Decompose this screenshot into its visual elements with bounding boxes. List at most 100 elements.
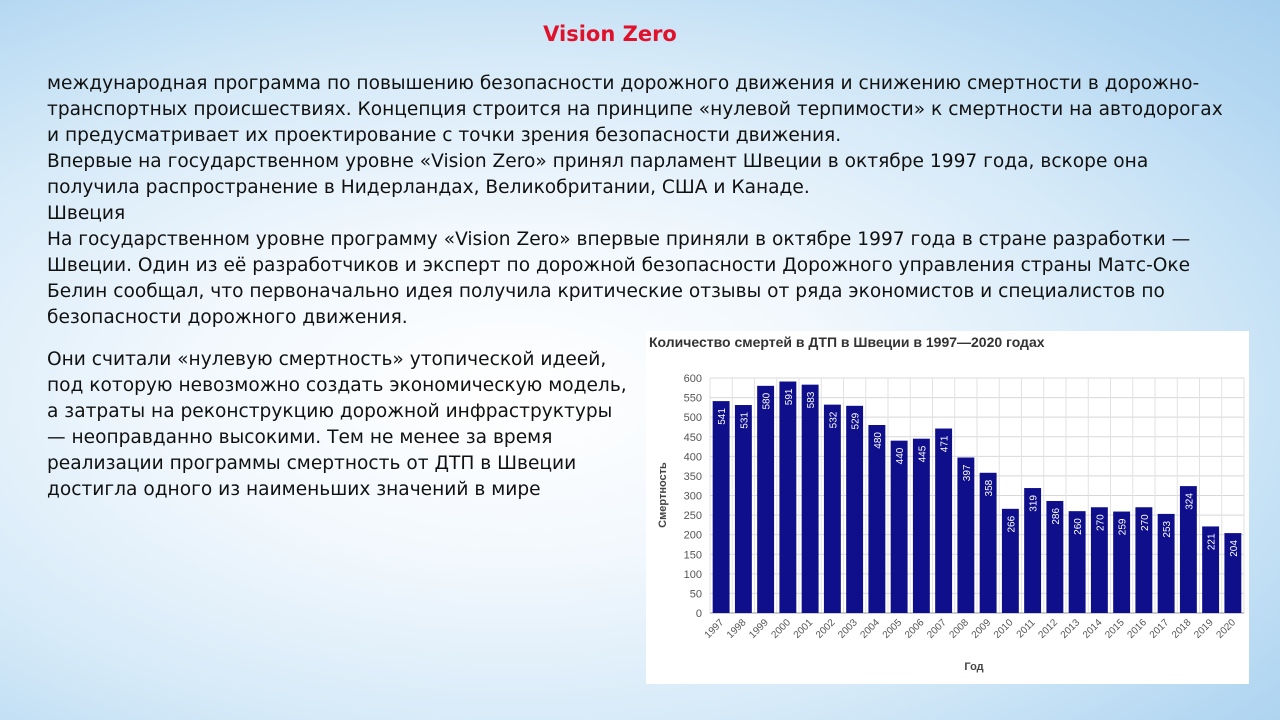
bar bbox=[1224, 533, 1242, 613]
side-paragraph: Они считали «нулевую смертность» утопиче… bbox=[47, 349, 627, 500]
x-tick-label: 2003 bbox=[836, 617, 860, 641]
bar-value-label: 221 bbox=[1207, 533, 1218, 550]
x-tick-label: 2002 bbox=[814, 617, 838, 641]
bar-value-label: 591 bbox=[784, 388, 795, 405]
bar bbox=[757, 385, 775, 613]
bar-value-label: 270 bbox=[1095, 514, 1106, 531]
x-tick-label: 1998 bbox=[725, 617, 749, 641]
bar bbox=[1024, 488, 1042, 613]
bar bbox=[801, 384, 819, 613]
bar-value-label: 580 bbox=[762, 392, 773, 409]
y-tick-label: 550 bbox=[684, 393, 702, 405]
x-axis-ticks: 1997199819992000200120022003200420052006… bbox=[703, 617, 1239, 641]
bar-value-label: 266 bbox=[1006, 515, 1017, 532]
bar-value-label: 445 bbox=[917, 445, 928, 462]
bar bbox=[1046, 500, 1064, 613]
x-tick-label: 2001 bbox=[792, 617, 816, 641]
bar-value-label: 260 bbox=[1073, 518, 1084, 535]
bar bbox=[712, 401, 730, 613]
bar-value-label: 531 bbox=[739, 412, 750, 429]
y-tick-label: 0 bbox=[696, 608, 702, 620]
bar bbox=[1090, 507, 1108, 613]
slide-title: Vision Zero bbox=[543, 22, 677, 46]
bar-value-label: 397 bbox=[962, 464, 973, 481]
grid-lines bbox=[709, 377, 1245, 614]
bar bbox=[734, 405, 752, 613]
y-tick-label: 200 bbox=[684, 530, 702, 542]
y-tick-label: 450 bbox=[684, 432, 702, 444]
bar-value-label: 440 bbox=[895, 447, 906, 464]
bar bbox=[1202, 526, 1220, 613]
bar bbox=[890, 440, 908, 613]
bar bbox=[979, 472, 997, 613]
bar bbox=[779, 381, 797, 613]
y-axis-ticks: 0 50 100 150 200 250 300 350 400 450 500 550 600 bbox=[684, 373, 702, 620]
x-tick-label: 2008 bbox=[947, 617, 971, 641]
bar-value-label: 319 bbox=[1029, 495, 1040, 512]
x-tick-label: 2016 bbox=[1125, 617, 1149, 641]
x-axis-label: Год bbox=[964, 661, 983, 673]
intro-paragraph-definition: международная программа по повышению без… bbox=[47, 73, 1223, 146]
y-tick-label: 100 bbox=[684, 569, 702, 581]
x-tick-label: 2005 bbox=[881, 617, 905, 641]
bar-value-label: 253 bbox=[1162, 520, 1173, 537]
bar bbox=[1113, 511, 1131, 613]
x-tick-label: 2011 bbox=[1015, 617, 1038, 640]
y-tick-label: 600 bbox=[684, 373, 702, 385]
section-heading-sweden: Швеция bbox=[47, 203, 126, 224]
intro-text: международная программа по повышению без… bbox=[47, 71, 1227, 331]
x-tick-label: 2007 bbox=[925, 617, 949, 641]
x-tick-label: 1999 bbox=[747, 617, 771, 641]
bar-value-label: 270 bbox=[1140, 514, 1151, 531]
bars bbox=[712, 381, 1242, 613]
bar-value-label: 532 bbox=[828, 411, 839, 428]
x-tick-label: 2012 bbox=[1036, 617, 1060, 641]
x-tick-label: 2009 bbox=[970, 617, 994, 641]
bar bbox=[912, 438, 930, 613]
y-tick-label: 300 bbox=[684, 491, 702, 503]
bar-value-label: 541 bbox=[717, 408, 728, 425]
bar bbox=[1001, 508, 1019, 613]
x-tick-label: 2014 bbox=[1081, 617, 1105, 641]
deaths-bar-chart: Количество смертей в ДТП в Швеции в 1997… bbox=[649, 334, 1245, 673]
intro-paragraph-history: Впервые на государственном уровне «Visio… bbox=[47, 151, 1149, 198]
bar-value-label: 358 bbox=[984, 479, 995, 496]
chart-title: Количество смертей в ДТП в Швеции в 1997… bbox=[649, 334, 1045, 350]
x-tick-label: 2000 bbox=[769, 617, 793, 641]
x-tick-label: 2017 bbox=[1148, 617, 1172, 641]
bar-value-label: 529 bbox=[851, 412, 862, 429]
bar-value-label: 471 bbox=[940, 435, 951, 452]
y-axis-label: Смертность bbox=[657, 462, 669, 528]
y-tick-label: 50 bbox=[690, 588, 702, 600]
bar-labels: 541 531 580 591 583 532 529 480 440 445 471 397 358 2… bbox=[717, 388, 1240, 557]
intro-paragraph-sweden: На государственном уровне программу «Vis… bbox=[47, 229, 1191, 328]
bar bbox=[868, 425, 886, 613]
bar-value-label: 286 bbox=[1051, 508, 1062, 525]
bar bbox=[1157, 513, 1175, 613]
bar bbox=[935, 428, 953, 613]
bar bbox=[957, 457, 975, 613]
x-tick-label: 2013 bbox=[1059, 617, 1083, 641]
bar-value-label: 583 bbox=[806, 391, 817, 408]
bar bbox=[1135, 507, 1153, 613]
y-tick-label: 500 bbox=[684, 412, 702, 424]
x-tick-label: 2006 bbox=[903, 617, 927, 641]
y-tick-label: 150 bbox=[684, 549, 702, 561]
bar-value-label: 204 bbox=[1229, 540, 1240, 557]
y-tick-label: 250 bbox=[684, 510, 702, 522]
x-tick-label: 2018 bbox=[1170, 617, 1194, 641]
x-tick-label: 2010 bbox=[992, 617, 1016, 641]
x-tick-label: 2015 bbox=[1103, 617, 1127, 641]
bar bbox=[1179, 486, 1197, 613]
x-tick-label: 2004 bbox=[858, 617, 882, 641]
chart-panel: Количество смертей в ДТП в Швеции в 1997… bbox=[646, 331, 1249, 684]
y-tick-label: 350 bbox=[684, 471, 702, 483]
bar-value-label: 259 bbox=[1118, 518, 1129, 535]
x-tick-label: 1997 bbox=[703, 617, 727, 641]
bar bbox=[846, 405, 864, 613]
y-tick-label: 400 bbox=[684, 451, 702, 463]
bar-value-label: 480 bbox=[873, 432, 884, 449]
x-tick-label: 2019 bbox=[1192, 617, 1216, 641]
bar-value-label: 324 bbox=[1184, 493, 1195, 510]
bar bbox=[1068, 511, 1086, 613]
